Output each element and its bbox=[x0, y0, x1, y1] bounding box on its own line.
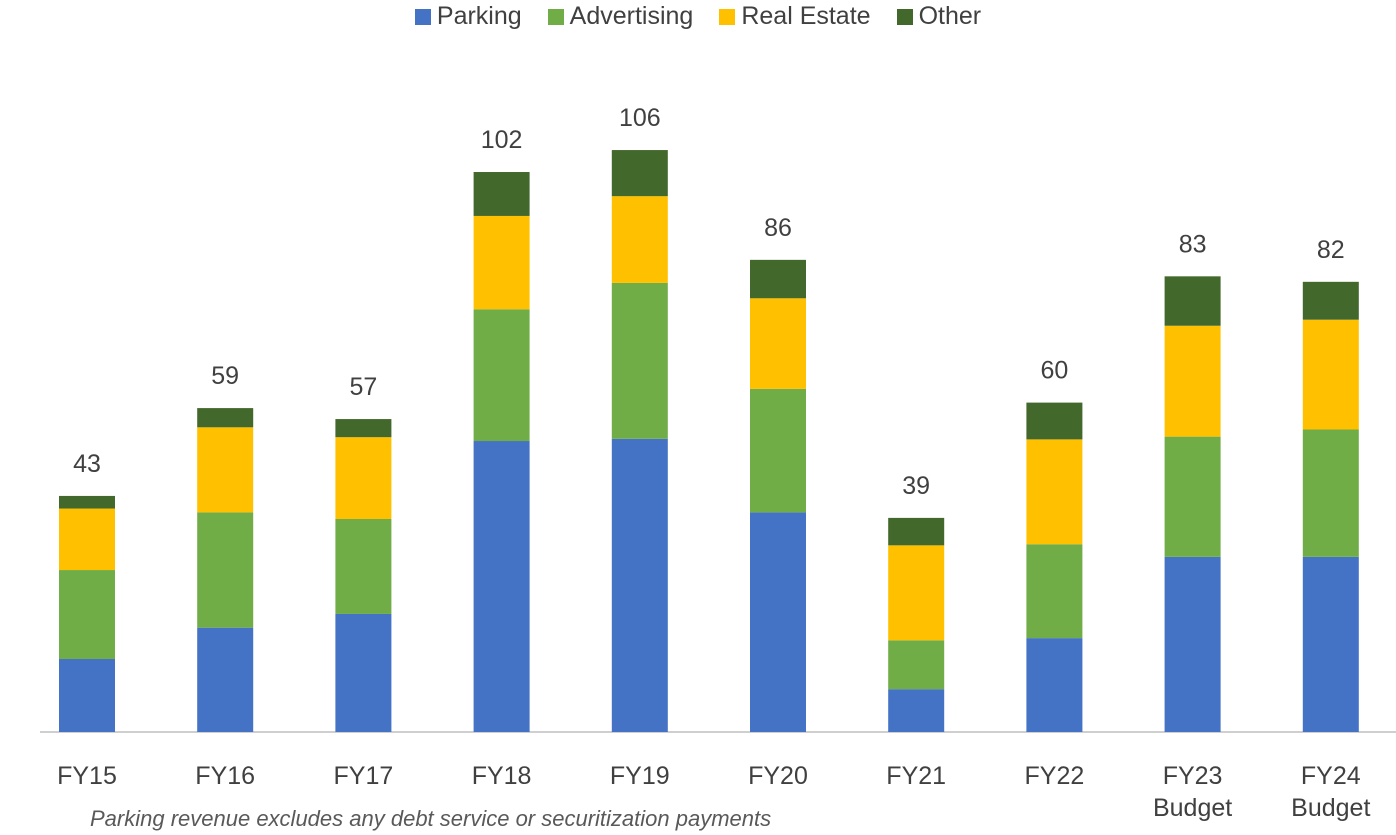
legend-swatch bbox=[547, 8, 564, 25]
bar-segment bbox=[1026, 439, 1083, 545]
bar-segment bbox=[888, 689, 945, 732]
bar-segment bbox=[1164, 276, 1221, 326]
x-tick-label: FY19 bbox=[609, 762, 670, 790]
bar-segment bbox=[473, 172, 530, 216]
footnote: Parking revenue excludes any debt servic… bbox=[90, 806, 772, 831]
total-label: 43 bbox=[73, 450, 101, 478]
bar-segment bbox=[335, 518, 392, 614]
bar-segment bbox=[611, 196, 668, 283]
bar-segment bbox=[1302, 281, 1359, 320]
bar-segment bbox=[335, 419, 392, 438]
x-tick-label: FY23 Budget bbox=[1152, 762, 1233, 822]
legend-label: Advertising bbox=[569, 2, 694, 30]
legend-item: Parking bbox=[414, 2, 522, 31]
bar-segment bbox=[59, 658, 115, 732]
bar-segment bbox=[197, 408, 254, 428]
x-tick-label: FY16 bbox=[195, 762, 256, 790]
legend-swatch bbox=[719, 8, 736, 25]
bar-segment bbox=[1026, 638, 1083, 732]
bar-segment bbox=[888, 517, 945, 546]
bar-segment bbox=[1302, 319, 1359, 430]
legend-item: Real Estate bbox=[719, 2, 871, 31]
bar-segment bbox=[197, 512, 254, 628]
bar-segment bbox=[1164, 556, 1221, 732]
bar-segment bbox=[59, 495, 115, 509]
legend-swatch bbox=[414, 8, 431, 25]
legend-label: Real Estate bbox=[741, 2, 871, 30]
x-tick-label: FY17 bbox=[333, 762, 394, 790]
bar-segment bbox=[1302, 556, 1359, 732]
legend-label: Other bbox=[918, 2, 982, 30]
total-label: 106 bbox=[619, 104, 661, 132]
total-label: 82 bbox=[1317, 236, 1345, 264]
x-tick-label: FY24 Budget bbox=[1291, 762, 1371, 822]
legend: Parking Advertising Real Estate Other bbox=[0, 2, 1396, 31]
bar-segment bbox=[473, 215, 530, 310]
bar-segment bbox=[197, 427, 254, 513]
legend-item: Other bbox=[896, 2, 982, 31]
bar-segment bbox=[750, 259, 806, 299]
bar-segment bbox=[335, 613, 392, 732]
bar-segment bbox=[750, 512, 806, 732]
bar-segment bbox=[335, 437, 392, 519]
total-label: 57 bbox=[349, 373, 377, 401]
bar-segment bbox=[750, 298, 806, 389]
total-label: 39 bbox=[902, 472, 930, 500]
bar-segment bbox=[59, 508, 115, 571]
bar-segment bbox=[750, 388, 806, 513]
x-tick-label: FY18 bbox=[471, 762, 532, 790]
x-tick-label: FY21 bbox=[886, 762, 947, 790]
bar-segment bbox=[1164, 325, 1221, 437]
bar-segment bbox=[611, 150, 668, 197]
legend-swatch bbox=[896, 8, 913, 25]
bar-segment bbox=[611, 438, 668, 732]
bar-segment bbox=[197, 627, 254, 732]
total-label: 86 bbox=[764, 214, 792, 242]
bar-segment bbox=[473, 441, 530, 732]
total-label: 60 bbox=[1040, 357, 1068, 385]
bar-segment bbox=[888, 640, 945, 690]
bar-segment bbox=[1026, 402, 1083, 440]
bar-segment bbox=[1302, 429, 1359, 557]
total-label: 83 bbox=[1179, 230, 1207, 258]
x-tick-label: FY20 bbox=[748, 762, 808, 790]
total-label: 59 bbox=[211, 362, 239, 390]
bar-segment bbox=[611, 282, 668, 439]
total-label: 102 bbox=[481, 126, 523, 154]
bar-segment bbox=[888, 545, 945, 641]
bar-segment bbox=[473, 309, 530, 442]
bar-segment bbox=[1164, 436, 1221, 557]
legend-label: Parking bbox=[436, 2, 522, 30]
bar-segment bbox=[1026, 544, 1083, 639]
x-tick-label: FY15 bbox=[57, 762, 117, 790]
x-tick-label: FY22 bbox=[1024, 762, 1085, 790]
legend-item: Advertising bbox=[547, 2, 694, 31]
bar-segment bbox=[59, 570, 115, 659]
